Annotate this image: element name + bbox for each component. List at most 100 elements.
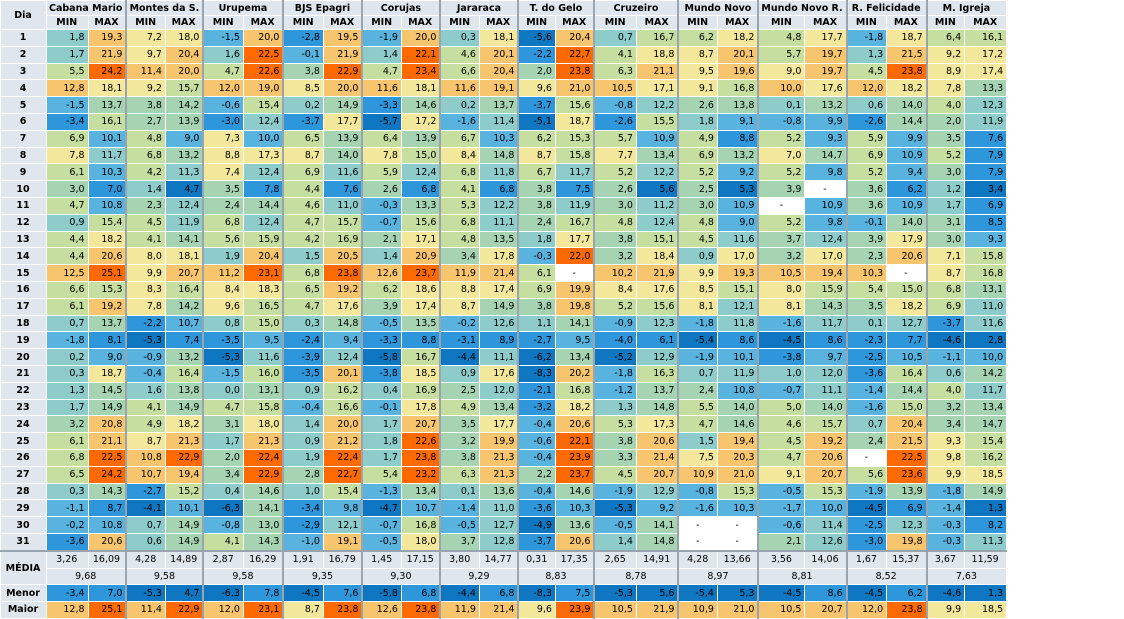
max-cell: 18,4	[635, 247, 679, 266]
min-cell: 7,1	[925, 247, 966, 266]
media-min-cell: 1,45	[361, 549, 402, 569]
day-label: 22	[0, 381, 47, 400]
max-cell: 8,7	[87, 499, 127, 518]
min-cell: 4,8	[593, 213, 637, 232]
min-cell: 12,0	[845, 79, 888, 98]
max-cell: 14,8	[478, 146, 519, 165]
min-cell: 2,6	[361, 180, 402, 198]
min-cell: -1,8	[46, 331, 89, 350]
max-cell: 14,4	[886, 381, 928, 400]
min-cell: 3,8	[517, 297, 556, 316]
max-cell: 10,0	[964, 348, 1008, 366]
min-cell: 4,1	[125, 230, 166, 249]
max-cell: 18,3	[242, 280, 284, 299]
max-cell: 15,4	[242, 96, 284, 114]
max-cell: 5,3	[716, 180, 759, 198]
min-cell: 5,9	[845, 129, 888, 148]
min-cell: 0,6	[845, 96, 888, 114]
max-cell: 11,9	[716, 364, 759, 383]
table-row: 3 5,5 24,2 11,4 20,0 4,7 22,6 3,8 22,9 4,7 23,4 6,6…	[0, 62, 1008, 81]
min-cell: 5,2	[757, 213, 806, 232]
max-cell: 17,6	[804, 79, 848, 98]
max-cell: 13,2	[716, 146, 759, 165]
min-cell: 6,5	[282, 129, 324, 148]
media-min-cell: 1,67	[845, 549, 888, 569]
media-avg-cell: 8,83	[517, 567, 595, 586]
max-cell: 9,2	[635, 499, 679, 518]
max-cell: -	[886, 264, 928, 282]
min-cell: 3,8	[439, 448, 480, 467]
max-cell: 11,1	[804, 381, 848, 400]
max-cell: 11,1	[478, 213, 519, 232]
min-cell: -1,9	[845, 482, 888, 501]
max-cell: 11,1	[478, 348, 519, 366]
max-cell: 19,1	[322, 532, 363, 552]
min-cell: 7,0	[757, 146, 806, 165]
max-cell: 13,5	[400, 314, 441, 333]
min-cell: -	[677, 516, 718, 534]
maior-min-cell: 10,9	[677, 601, 718, 619]
min-cell: -0,7	[361, 213, 402, 232]
max-cell: 12,4	[400, 163, 441, 182]
table-row: 12 0,9 15,4 4,5 11,9 6,8 12,4 4,7 15,7 -0,7 15,6 6,…	[0, 213, 1008, 232]
min-cell: 3,8	[125, 96, 166, 114]
min-cell: 10,7	[125, 465, 166, 484]
min-cell: -	[845, 448, 888, 467]
max-cell: 13,4	[400, 482, 441, 501]
day-label: 8	[0, 146, 47, 165]
min-cell: 3,5	[439, 415, 480, 434]
max-cell: 20,1	[322, 364, 363, 383]
min-cell: 1,7	[361, 448, 402, 467]
min-cell: 12,6	[361, 264, 402, 282]
min-cell: 4,2	[282, 230, 324, 249]
min-cell: 10,3	[845, 264, 888, 282]
min-cell: 1,4	[361, 247, 402, 266]
min-cell: 8,8	[202, 146, 244, 165]
max-cell: 18,0	[400, 532, 441, 552]
table-row: 16 6,6 15,3 8,3 16,4 8,4 18,3 6,5 19,2 6,2 18,6 8,8…	[0, 280, 1008, 299]
min-cell: 6,3	[593, 62, 637, 81]
min-cell: 6,1	[46, 297, 89, 316]
max-cell: 13,9	[322, 129, 363, 148]
min-cell: 0,8	[202, 314, 244, 333]
max-col-header: MAX	[164, 15, 204, 30]
max-cell: 9,7	[804, 348, 848, 366]
media-max-cell: 16,29	[242, 549, 284, 569]
max-cell: 13,1	[242, 381, 284, 400]
min-col-header: MIN	[845, 15, 888, 30]
max-cell: 11,6	[322, 163, 363, 182]
min-cell: 3,5	[845, 297, 888, 316]
min-cell: 0,4	[202, 482, 244, 501]
min-cell: 1,3	[593, 398, 637, 417]
min-cell: -3,7	[517, 532, 556, 552]
min-cell: 2,1	[361, 230, 402, 249]
max-cell: 19,5	[322, 29, 363, 47]
min-cell: 4,4	[46, 247, 89, 266]
min-cell: 0,6	[925, 364, 966, 383]
max-cell: 23,4	[400, 62, 441, 81]
min-col-header: MIN	[361, 15, 402, 30]
min-cell: 9,9	[677, 264, 718, 282]
maior-max-cell: 25,1	[87, 601, 127, 619]
table-row: 27 6,5 24,2 10,7 19,4 3,4 22,9 2,8 22,7 5,4 23,2 6,…	[0, 465, 1008, 484]
min-cell: 1,9	[282, 448, 324, 467]
max-cell: 15,3	[87, 280, 127, 299]
min-cell: -0,9	[593, 314, 637, 333]
min-cell: -2,4	[282, 331, 324, 350]
min-cell: -3,6	[845, 364, 888, 383]
max-cell: 16,8	[554, 381, 595, 400]
min-cell: -3,5	[202, 331, 244, 350]
max-cell: 16,8	[964, 264, 1008, 282]
max-cell: 10,9	[716, 196, 759, 215]
max-cell: 23,7	[554, 465, 595, 484]
min-cell: 4,8	[439, 230, 480, 249]
max-cell: 16,1	[964, 29, 1008, 47]
min-cell: 4,6	[282, 196, 324, 215]
min-cell: -1,6	[757, 314, 806, 333]
min-col-header: MIN	[125, 15, 166, 30]
min-cell: 1,8	[677, 112, 718, 131]
media-max-cell: 14,06	[804, 549, 848, 569]
max-cell: 14,9	[164, 398, 204, 417]
max-cell: 16,0	[242, 364, 284, 383]
min-cell: 8,5	[677, 280, 718, 299]
